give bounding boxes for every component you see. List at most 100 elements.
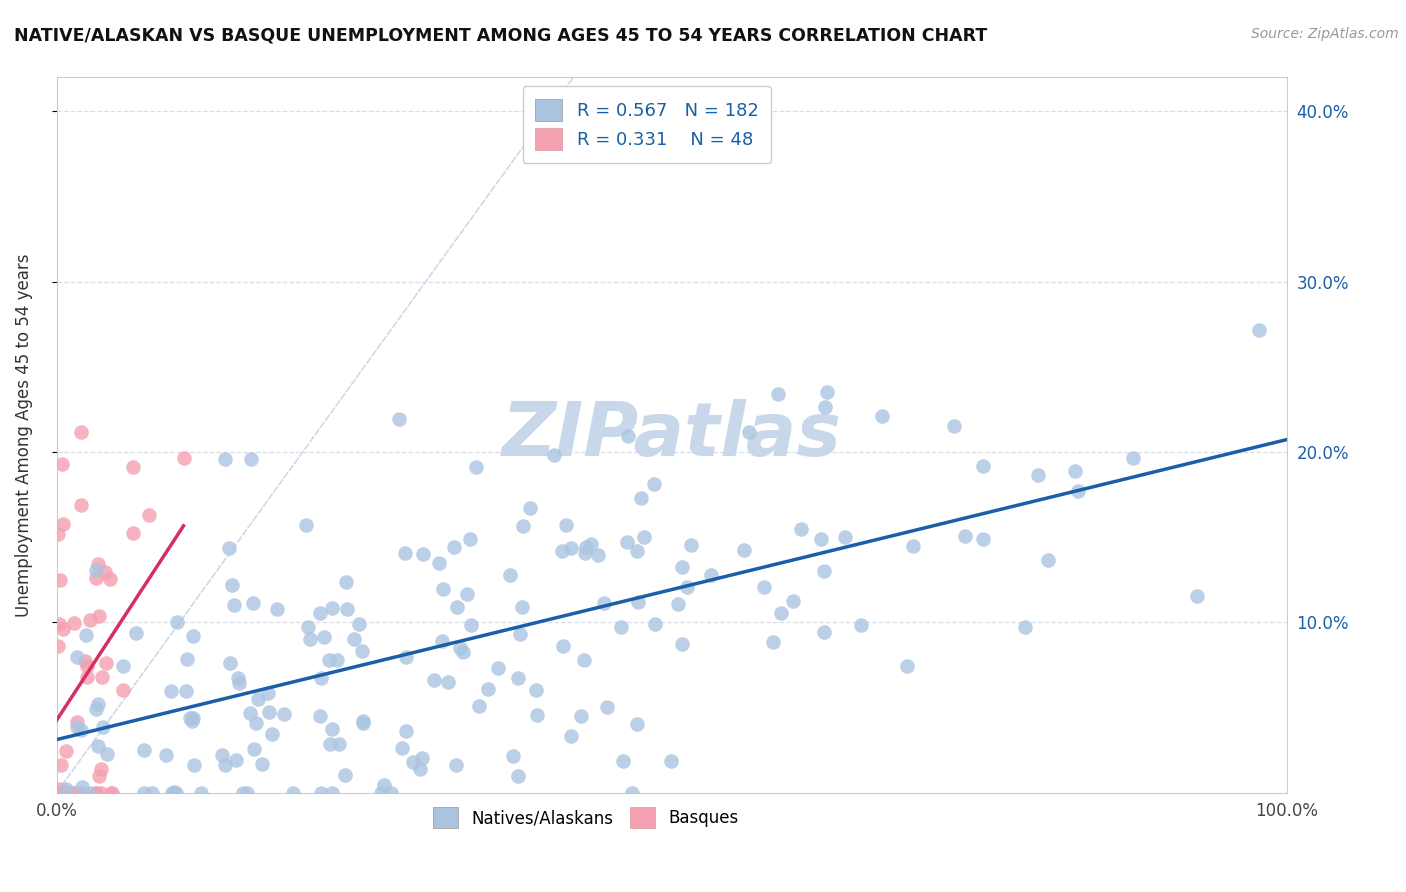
Point	[1066, 483, 1088, 498]
Point	[460, 618, 482, 632]
Point	[98, 572, 121, 586]
Point	[76, 670, 98, 684]
Point	[333, 768, 356, 782]
Point	[451, 645, 474, 659]
Point	[219, 656, 242, 670]
Point	[849, 618, 872, 632]
Point	[630, 491, 652, 505]
Point	[84, 702, 107, 716]
Point	[782, 594, 804, 608]
Point	[173, 450, 195, 465]
Point	[70, 786, 93, 800]
Point	[190, 786, 212, 800]
Point	[766, 387, 789, 401]
Point	[814, 400, 837, 414]
Point	[666, 597, 689, 611]
Point	[214, 757, 236, 772]
Point	[134, 786, 156, 800]
Point	[499, 568, 522, 582]
Point	[214, 452, 236, 467]
Point	[245, 716, 267, 731]
Point	[87, 557, 110, 571]
Point	[70, 780, 93, 794]
Point	[166, 615, 188, 629]
Text: NATIVE/ALASKAN VS BASQUE UNEMPLOYMENT AMONG AGES 45 TO 54 YEARS CORRELATION CHAR: NATIVE/ALASKAN VS BASQUE UNEMPLOYMENT AM…	[14, 27, 987, 45]
Point	[56, 786, 79, 800]
Point	[163, 785, 186, 799]
Point	[59, 786, 82, 800]
Point	[373, 778, 395, 792]
Point	[1122, 450, 1144, 465]
Point	[432, 582, 454, 596]
Point	[75, 627, 97, 641]
Point	[626, 544, 648, 558]
Point	[644, 617, 666, 632]
Point	[69, 723, 91, 737]
Point	[125, 626, 148, 640]
Point	[79, 786, 101, 800]
Point	[676, 580, 699, 594]
Point	[810, 532, 832, 546]
Point	[972, 458, 994, 473]
Point	[512, 519, 534, 533]
Point	[89, 769, 111, 783]
Point	[159, 684, 181, 698]
Point	[468, 698, 491, 713]
Point	[1026, 467, 1049, 482]
Point	[179, 711, 201, 725]
Point	[91, 670, 114, 684]
Point	[181, 711, 204, 725]
Point	[1038, 553, 1060, 567]
Point	[380, 786, 402, 800]
Point	[412, 547, 434, 561]
Point	[281, 786, 304, 800]
Point	[430, 634, 453, 648]
Point	[659, 754, 682, 768]
Point	[633, 530, 655, 544]
Point	[87, 697, 110, 711]
Point	[519, 500, 541, 515]
Point	[75, 654, 97, 668]
Point	[834, 530, 856, 544]
Point	[141, 786, 163, 800]
Point	[309, 708, 332, 723]
Point	[321, 722, 343, 736]
Point	[247, 692, 270, 706]
Point	[226, 672, 249, 686]
Point	[335, 574, 357, 589]
Point	[506, 769, 529, 783]
Point	[52, 622, 75, 636]
Point	[1249, 323, 1271, 337]
Point	[218, 541, 240, 556]
Point	[953, 528, 976, 542]
Point	[181, 629, 204, 643]
Point	[1064, 464, 1087, 478]
Point	[160, 786, 183, 800]
Point	[232, 786, 254, 800]
Point	[94, 657, 117, 671]
Point	[259, 705, 281, 719]
Point	[96, 747, 118, 761]
Point	[59, 786, 82, 800]
Point	[411, 750, 433, 764]
Point	[896, 658, 918, 673]
Point	[262, 727, 284, 741]
Point	[347, 617, 370, 632]
Point	[256, 686, 278, 700]
Point	[671, 560, 693, 574]
Point	[610, 620, 633, 634]
Point	[402, 755, 425, 769]
Point	[526, 708, 548, 723]
Point	[90, 762, 112, 776]
Point	[321, 786, 343, 800]
Point	[112, 682, 135, 697]
Point	[509, 626, 531, 640]
Point	[90, 786, 112, 800]
Point	[183, 758, 205, 772]
Point	[48, 526, 70, 541]
Point	[48, 616, 70, 631]
Point	[643, 477, 665, 491]
Point	[391, 741, 413, 756]
Point	[48, 782, 70, 797]
Point	[581, 537, 603, 551]
